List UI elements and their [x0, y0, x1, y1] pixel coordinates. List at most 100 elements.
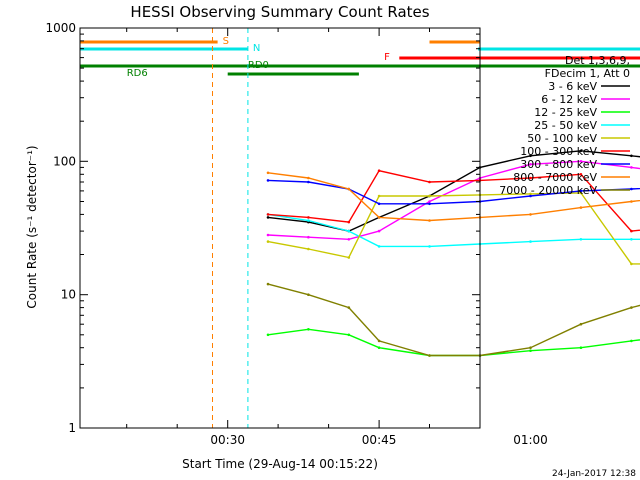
- series-6-point: [630, 187, 633, 191]
- series-0-point: [579, 149, 583, 153]
- series-2-point: [630, 339, 633, 343]
- series-2-point: [579, 346, 583, 350]
- series-8-point: [579, 322, 583, 326]
- series-1-point: [630, 166, 633, 169]
- plot-area: SNFRD0RD6110100100000:3000:4501:0001:150…: [45, 21, 640, 447]
- series-2-point: [266, 333, 270, 337]
- series-7-point: [630, 200, 633, 203]
- series-2-point: [347, 333, 351, 337]
- series-6-point: [579, 189, 583, 193]
- legend-header-line-1: Det 1,3,6,9,: [565, 54, 630, 67]
- series-4-point: [307, 247, 310, 251]
- series-1-point: [579, 160, 583, 163]
- series-5-point: [428, 180, 431, 184]
- legend-label: 6 - 12 keV: [541, 93, 597, 106]
- x-tick-label: 00:45: [362, 433, 397, 447]
- series-2-point: [377, 346, 381, 350]
- series-6-point: [307, 180, 310, 184]
- series-6-point: [266, 179, 270, 182]
- series-8-point: [307, 293, 310, 297]
- series-1-point: [377, 229, 381, 233]
- series-8-point: [428, 354, 431, 357]
- legend-label: 300 - 800 keV: [520, 158, 597, 171]
- series-5-point: [579, 173, 583, 176]
- series-8-point: [630, 306, 633, 309]
- series-4-line: [267, 192, 640, 265]
- series-7-point: [266, 171, 270, 175]
- legend-label: 7000 - 20000 keV: [499, 184, 597, 197]
- series-4-point: [428, 194, 431, 198]
- series-7-point: [579, 206, 583, 209]
- series-4-point: [377, 194, 381, 198]
- series-5-line: [267, 169, 640, 232]
- legend-label: 3 - 6 keV: [548, 80, 597, 93]
- series-5-point: [529, 176, 532, 180]
- series-8-point: [529, 346, 532, 350]
- flag-s-label: S: [223, 36, 229, 47]
- y-tick-label: 100: [53, 154, 76, 168]
- series-7-point: [428, 219, 431, 222]
- series-7-point: [377, 216, 381, 219]
- plot-frame: [79, 27, 481, 429]
- series-2-point: [529, 349, 532, 353]
- series-1-point: [529, 163, 532, 166]
- series-5-point: [266, 213, 270, 216]
- series-8-point: [266, 282, 270, 286]
- y-tick-label: 1000: [45, 21, 76, 35]
- series-8-point: [347, 306, 351, 309]
- series-1-line: [267, 160, 640, 241]
- flag-n-label: N: [253, 43, 260, 54]
- series-0-point: [630, 154, 633, 158]
- series-3-point: [307, 219, 310, 222]
- series-5-point: [630, 229, 633, 233]
- x-tick-label: 00:30: [210, 433, 245, 447]
- series-4-point: [347, 256, 351, 259]
- series-1-point: [307, 235, 310, 239]
- series-7-point: [529, 213, 532, 216]
- series-6-point: [377, 202, 381, 206]
- flag-rd0-label: RD0: [248, 60, 269, 71]
- series-3-point: [630, 238, 633, 241]
- series-7-line: [267, 172, 640, 222]
- legend-label: 12 - 25 keV: [534, 106, 597, 119]
- series-1-point: [428, 200, 431, 203]
- legend-label: 100 - 300 keV: [520, 145, 597, 158]
- legend-label: 800 - 7000 keV: [513, 171, 597, 184]
- series-5-point: [307, 216, 310, 219]
- series-2-point: [307, 328, 310, 331]
- flag-f-label: F: [384, 52, 390, 63]
- series-8-point: [377, 339, 381, 343]
- legend-header-line-2: FDecim 1, Att 0: [545, 67, 630, 80]
- series-3-point: [579, 238, 583, 241]
- chart-title: HESSI Observing Summary Count Rates: [130, 3, 429, 21]
- legend-label: 50 - 100 keV: [527, 132, 597, 145]
- series-3-point: [377, 245, 381, 248]
- series-3-line: [267, 213, 640, 248]
- series-0-line: [267, 150, 640, 232]
- series-6-line: [267, 179, 640, 205]
- series-0-point: [266, 216, 270, 219]
- series-7-point: [307, 176, 310, 180]
- series-6-point: [529, 194, 532, 198]
- series-1-point: [266, 233, 270, 237]
- series-6-point: [428, 202, 431, 206]
- legend-label: 25 - 50 keV: [534, 119, 597, 132]
- series-7-point: [347, 187, 351, 191]
- series-1-point: [347, 238, 351, 241]
- series-2-line: [267, 328, 640, 357]
- series-5-point: [377, 169, 381, 172]
- y-tick-label: 10: [61, 288, 76, 302]
- timestamp: 24-Jan-2017 12:38: [552, 469, 636, 479]
- series-8-line: [267, 283, 640, 357]
- series-4-point: [579, 191, 583, 195]
- series-3-point: [428, 245, 431, 248]
- series-4-point: [529, 192, 532, 196]
- y-axis-label: Count Rate (s⁻¹ detector⁻¹): [25, 145, 39, 308]
- flag-rd6-label: RD6: [127, 68, 148, 79]
- x-axis-label: Start Time (29-Aug-14 00:15:22): [182, 457, 378, 471]
- series-4-point: [266, 240, 270, 243]
- x-tick-label: 01:00: [513, 433, 548, 447]
- series-3-point: [529, 240, 532, 243]
